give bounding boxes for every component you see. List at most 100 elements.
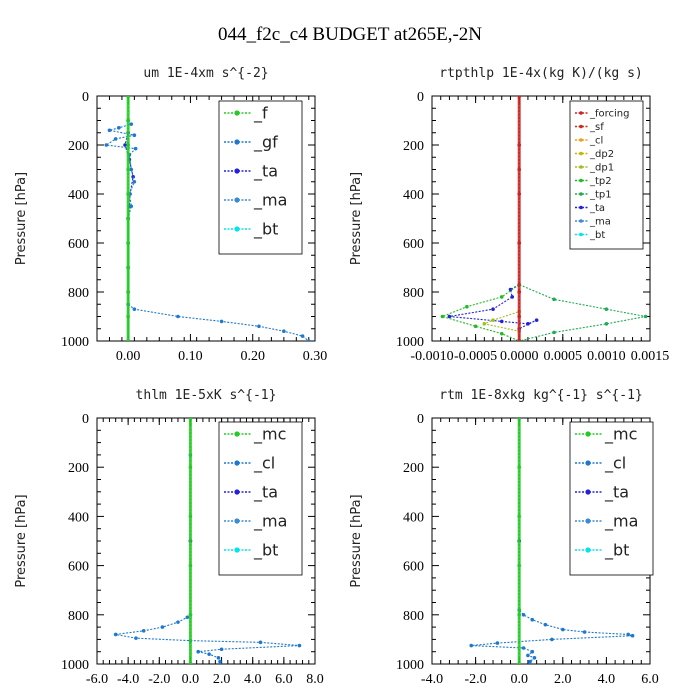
- data-point: [534, 318, 539, 322]
- legend-marker: [585, 489, 591, 495]
- legend-label: _bt: [589, 230, 605, 241]
- legend-label: _cl: [253, 454, 275, 474]
- legend-item: _ma: [224, 191, 287, 211]
- y-tick-label: 800: [403, 609, 424, 624]
- legend-item: _ma: [575, 512, 638, 532]
- legend-marker: [579, 165, 583, 169]
- data-point: [495, 641, 500, 645]
- legend-item: _ta: [575, 203, 605, 214]
- legend-marker: [234, 197, 240, 203]
- data-point: [176, 314, 180, 319]
- legend-item: _forcing: [575, 109, 630, 120]
- series-line: [482, 96, 520, 341]
- x-tick-label: 0.20: [240, 349, 265, 364]
- data-point: [117, 126, 121, 130]
- plot-area: [469, 418, 635, 664]
- legend-marker: [585, 431, 591, 437]
- y-tick-label: 1000: [61, 335, 89, 350]
- data-point: [129, 122, 134, 126]
- y-tick-label: 0: [82, 412, 89, 427]
- legend-marker: [579, 151, 583, 156]
- x-tick-label: -0.0010: [410, 349, 453, 364]
- legend-marker: [579, 205, 583, 210]
- x-tick-label: 8.0: [306, 672, 324, 687]
- legend-marker: [579, 178, 583, 183]
- data-point: [132, 307, 137, 311]
- data-point: [440, 314, 445, 319]
- legend-marker: [234, 110, 240, 116]
- data-point: [526, 322, 530, 326]
- data-point: [176, 620, 180, 624]
- legend-label: _gf: [253, 133, 278, 153]
- y-axis-label: Pressure [hPa]: [349, 494, 364, 587]
- data-point: [219, 319, 224, 324]
- data-point: [216, 656, 221, 660]
- data-point: [282, 329, 286, 334]
- legend-label: _dp1: [589, 163, 614, 174]
- legend-item: _ma: [224, 512, 287, 532]
- data-point: [207, 652, 211, 656]
- legend-label: _bt: [604, 541, 629, 561]
- legend-item: _bt: [224, 220, 278, 240]
- legend-marker: [234, 168, 240, 174]
- panel-1: um 1E-4xm s^{-2} Pressure [hPa] 0 200 400 600…: [14, 66, 327, 364]
- x-tick-label: -4.0: [421, 672, 443, 687]
- legend: _mc _cl _ta _ma _bt: [569, 421, 654, 576]
- series-line: [440, 96, 520, 341]
- data-point: [552, 297, 556, 302]
- data-point: [543, 622, 548, 627]
- data-point: [499, 319, 504, 324]
- data-point: [107, 128, 112, 133]
- y-tick-label: 0: [417, 90, 424, 105]
- x-tick-label: 0.0: [510, 672, 528, 687]
- legend-item: _gf: [224, 133, 278, 153]
- legend-marker: [585, 460, 591, 466]
- data-point: [499, 331, 504, 336]
- series-line: [449, 96, 537, 341]
- data-point: [521, 613, 526, 617]
- panel-3: thlm 1E-5xK s^{-1} Pressure [hPa] 0 200 400 6…: [14, 388, 324, 687]
- legend-label: _cl: [604, 454, 626, 474]
- legend-marker: [579, 232, 583, 237]
- y-tick-label: 0: [417, 412, 424, 427]
- data-point: [447, 314, 452, 319]
- data-point: [133, 146, 138, 151]
- data-point: [604, 322, 609, 326]
- legend-item: _mc: [575, 425, 637, 445]
- data-point: [297, 643, 302, 648]
- data-point: [160, 625, 165, 629]
- legend-label: _bt: [253, 220, 278, 240]
- legend-marker: [234, 431, 240, 437]
- legend-marker: [234, 547, 240, 553]
- y-tick-label: 600: [403, 237, 424, 252]
- legend-marker: [234, 460, 240, 466]
- legend-item: _cl: [224, 454, 275, 474]
- x-tick-label: -2.0: [148, 672, 170, 687]
- data-point: [630, 633, 635, 638]
- y-tick-label: 200: [403, 461, 424, 476]
- legend: _mc _cl _ta _ma _bt: [218, 421, 303, 576]
- data-point: [219, 647, 224, 652]
- data-point: [482, 322, 487, 326]
- legend-item: _ma: [575, 217, 611, 228]
- panel-title: um 1E-4xm s^{-2}: [143, 66, 268, 81]
- y-tick-label: 1000: [61, 658, 89, 673]
- legend-item: _mc: [224, 425, 286, 445]
- legend-item: _ta: [224, 483, 278, 503]
- y-axis-label: Pressure [hPa]: [14, 494, 29, 587]
- data-point: [300, 334, 305, 338]
- x-tick-label: 0.0010: [587, 349, 626, 364]
- data-point: [508, 287, 513, 292]
- data-point: [530, 617, 535, 622]
- data-point: [104, 143, 109, 147]
- data-point: [532, 656, 537, 660]
- plot-area: [113, 418, 302, 664]
- legend-item: _bt: [224, 541, 278, 561]
- legend-item: _cl: [575, 454, 626, 474]
- x-tick-label: 2.0: [554, 672, 572, 687]
- x-tick-label: 4.0: [244, 672, 262, 687]
- legend-marker: [234, 489, 240, 495]
- data-point: [491, 318, 495, 322]
- legend-marker: [234, 518, 240, 524]
